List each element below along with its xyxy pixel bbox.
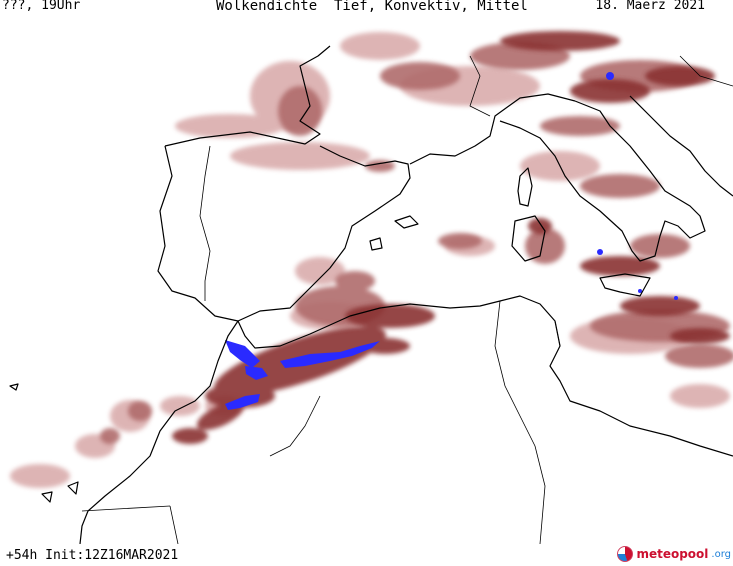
forecast-time-label: ???, 19Uhr <box>2 0 81 13</box>
forecast-date: 18. Maerz 2021 <box>595 0 705 13</box>
cloud-density-map <box>9 31 733 544</box>
map-title: Wolkendichte Tief, Konvektiv, Mittel <box>216 0 528 14</box>
meteopool-logo[interactable]: meteopool .org <box>617 546 731 562</box>
logo-text: meteopool <box>636 547 709 561</box>
dense-cloud-cores <box>225 72 678 410</box>
coastlines <box>9 45 733 544</box>
meteopool-logo-icon <box>617 546 634 562</box>
cloud-layer <box>10 31 733 488</box>
logo-tld: .org <box>711 548 731 560</box>
init-time-label: +54h Init:12Z16MAR2021 <box>6 548 179 563</box>
